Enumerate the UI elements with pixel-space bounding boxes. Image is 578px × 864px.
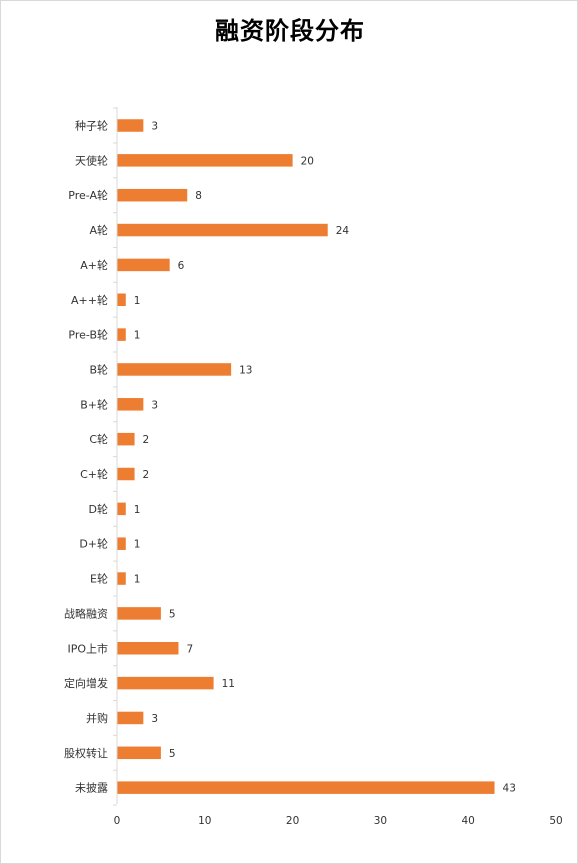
category-label: E轮 bbox=[90, 572, 108, 586]
category-label: IPO上市 bbox=[67, 641, 108, 655]
bar bbox=[117, 711, 144, 725]
category-label: C轮 bbox=[89, 432, 108, 446]
data-label: 5 bbox=[169, 748, 176, 760]
data-label: 6 bbox=[178, 260, 185, 272]
data-label: 11 bbox=[222, 678, 235, 690]
category-label: B+轮 bbox=[80, 397, 108, 411]
x-tick-label: 30 bbox=[374, 815, 387, 827]
bar bbox=[117, 642, 179, 655]
category-label: A++轮 bbox=[71, 293, 108, 307]
bar bbox=[117, 223, 328, 237]
bar bbox=[117, 119, 144, 132]
data-label: 3 bbox=[151, 399, 158, 411]
category-label: 战略融资 bbox=[64, 606, 108, 620]
category-label: 天使轮 bbox=[75, 153, 108, 167]
data-label: 7 bbox=[186, 643, 193, 655]
x-tick-label: 10 bbox=[198, 815, 211, 827]
category-label: 定向增发 bbox=[64, 676, 108, 690]
data-label: 1 bbox=[134, 539, 141, 551]
x-tick-label: 0 bbox=[114, 815, 121, 827]
data-label: 3 bbox=[151, 713, 158, 725]
data-label: 1 bbox=[134, 330, 141, 342]
data-label: 1 bbox=[134, 295, 141, 307]
x-tick-label: 50 bbox=[549, 815, 562, 827]
category-label: Pre-B轮 bbox=[68, 328, 108, 342]
bar bbox=[117, 363, 232, 376]
bar bbox=[117, 572, 126, 585]
data-label: 1 bbox=[134, 504, 141, 516]
category-label: 种子轮 bbox=[75, 119, 108, 133]
data-label: 43 bbox=[503, 783, 516, 795]
category-label: 并购 bbox=[86, 711, 108, 725]
bar bbox=[117, 154, 293, 167]
category-label: 未披露 bbox=[75, 781, 108, 795]
category-label: A+轮 bbox=[80, 258, 108, 272]
data-label: 20 bbox=[301, 155, 314, 167]
bar bbox=[117, 293, 126, 306]
category-label: D轮 bbox=[89, 502, 108, 516]
bar bbox=[117, 467, 135, 481]
category-label: A轮 bbox=[89, 223, 108, 237]
data-label: 13 bbox=[239, 364, 252, 376]
bar bbox=[117, 258, 170, 272]
bar bbox=[117, 746, 161, 760]
data-label: 8 bbox=[195, 190, 202, 202]
x-tick-label: 20 bbox=[286, 815, 299, 827]
data-label: 24 bbox=[336, 225, 350, 237]
data-label: 2 bbox=[143, 469, 150, 481]
bar bbox=[117, 398, 144, 411]
data-label: 2 bbox=[143, 434, 150, 446]
data-label: 3 bbox=[151, 121, 158, 133]
bar bbox=[117, 781, 495, 794]
category-label: D+轮 bbox=[79, 537, 108, 551]
data-label: 1 bbox=[134, 574, 141, 586]
bar bbox=[117, 502, 126, 516]
chart-title: 融资阶段分布 bbox=[215, 16, 365, 45]
data-label: 5 bbox=[169, 608, 176, 620]
category-label: Pre-A轮 bbox=[68, 188, 108, 202]
bar bbox=[117, 607, 161, 620]
bar bbox=[117, 537, 126, 550]
bar bbox=[117, 188, 188, 202]
category-label: C+轮 bbox=[80, 467, 108, 481]
bar bbox=[117, 432, 135, 446]
category-label: 股权转让 bbox=[64, 746, 108, 760]
x-tick-label: 40 bbox=[462, 815, 475, 827]
bar bbox=[117, 676, 214, 690]
bar bbox=[117, 328, 126, 341]
category-label: B轮 bbox=[89, 362, 108, 376]
